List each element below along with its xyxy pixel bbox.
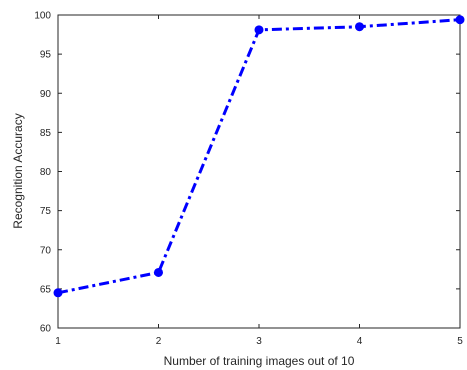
- data-point: [254, 25, 264, 35]
- y-tick-label: 95: [40, 50, 52, 61]
- y-tick-label: 70: [40, 245, 52, 256]
- y-tick-label: 80: [40, 167, 52, 178]
- y-tick-label: 75: [40, 206, 52, 217]
- y-axis: 60 65 70 75 80 85 90 95 100: [34, 11, 460, 335]
- y-tick-label: 90: [40, 89, 52, 100]
- x-tick-label: 1: [55, 336, 61, 347]
- y-tick-label: 60: [40, 324, 52, 335]
- plot-area: [57, 14, 461, 329]
- y-tick-label: 65: [40, 284, 52, 295]
- data-point: [355, 22, 364, 32]
- data-point: [53, 288, 63, 298]
- data-point: [154, 267, 163, 277]
- x-axis: 1 2 3 4 5: [55, 15, 463, 347]
- y-tick-label: 100: [34, 11, 51, 22]
- x-tick-label: 4: [357, 336, 363, 347]
- y-axis-label: Recognition Accuracy: [11, 113, 25, 228]
- y-tick-label: 85: [40, 128, 52, 139]
- x-tick-label: 3: [256, 336, 262, 347]
- data-point: [455, 15, 465, 25]
- series-layer: [53, 15, 465, 298]
- x-tick-label: 2: [156, 336, 162, 347]
- x-tick-label: 5: [457, 336, 463, 347]
- x-axis-label: Number of training images out of 10: [164, 354, 355, 368]
